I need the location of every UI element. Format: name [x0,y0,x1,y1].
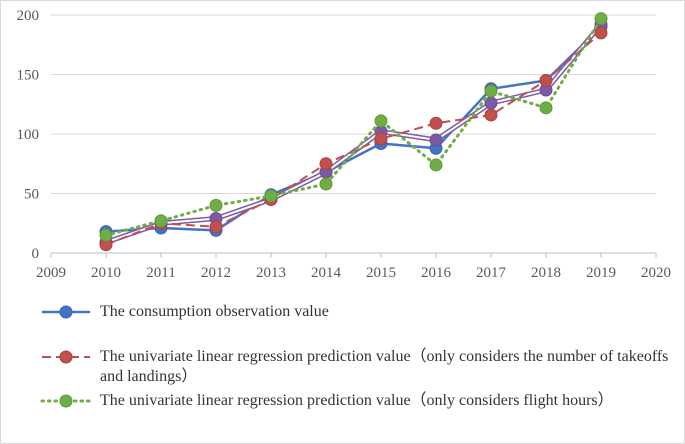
x-tick-label: 2019 [586,265,616,281]
data-point [594,12,608,26]
series-line-flight-hours [104,17,603,237]
series-line-observation [105,26,602,233]
axes: 0 50 100 150 200 2009 2010 2011 2012 2013 2014 2015… [17,8,672,281]
data-point [594,26,608,40]
data-point [154,214,168,228]
y-tick-label: 150 [17,68,40,84]
data-point [484,108,498,122]
series-3 [99,18,608,249]
x-tick-label: 2014 [311,265,342,281]
series-2 [99,12,608,242]
data-point [374,114,388,128]
data-point [264,189,278,203]
y-tick-label: 200 [17,8,40,24]
data-point [484,84,498,98]
y-tick-label: 0 [32,246,40,262]
data-point [429,133,443,147]
x-tick-label: 2020 [641,265,671,281]
series-line-combined-outer [105,22,603,245]
data-point [319,177,333,191]
data-point [99,228,113,242]
x-tick-label: 2016 [421,265,452,281]
x-tick-label: 2009 [36,265,66,281]
data-point [539,73,553,87]
x-tick-label: 2012 [201,265,231,281]
x-tick-label: 2010 [91,265,121,281]
data-point [209,198,223,212]
data-point [539,101,553,115]
x-tick-label: 2013 [256,265,286,281]
data-point [429,158,443,172]
data-point [209,220,223,234]
data-point [374,132,388,146]
x-tick-label: 2011 [146,265,175,281]
series-layer [99,12,608,252]
x-tick-label: 2017 [476,265,507,281]
series-line-combined-inner [105,23,602,244]
series-0 [99,20,608,239]
grid-lines [51,14,656,194]
y-tick-label: 50 [24,187,39,203]
data-point [319,157,333,171]
x-tick-label: 2015 [366,265,396,281]
y-tick-label: 100 [17,127,40,143]
data-point [429,116,443,130]
x-tick-label: 2018 [531,265,561,281]
series-line-takeoffs [105,32,602,246]
